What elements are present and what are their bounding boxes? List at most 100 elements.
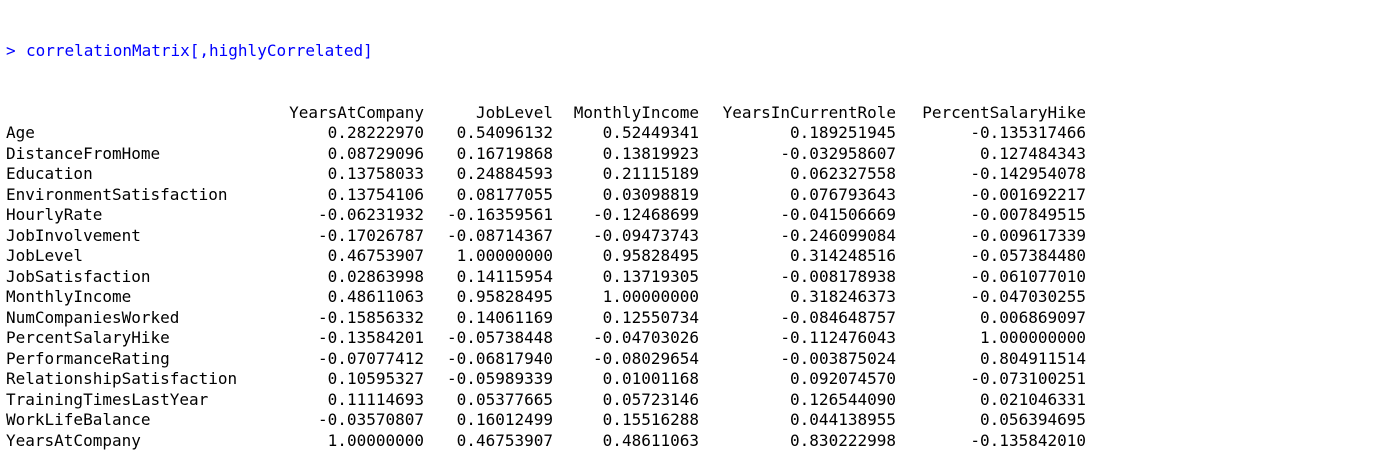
correlation-value: 0.08177055 (456, 184, 553, 204)
console-prompt: > (6, 41, 16, 60)
column-header: MonthlyIncome (573, 102, 699, 122)
table-row: PercentSalaryHike -0.13584201 -0.05738448 -… (6, 328, 1086, 349)
correlation-value: 0.15516288 (602, 410, 699, 429)
row-name: PerformanceRating (6, 348, 170, 368)
correlation-value: 0.02863998 (327, 266, 424, 286)
row-name: PercentSalaryHike (6, 328, 170, 347)
table-row: TrainingTimesLastYear 0.11114693 0.0537766… (6, 390, 1086, 411)
correlation-value: 1.00000000 (327, 430, 424, 450)
correlation-value: 0.05377665 (456, 389, 553, 409)
correlation-value: 0.056394695 (980, 410, 1086, 429)
correlation-value: -0.135317466 (970, 123, 1086, 142)
correlation-value: -0.17026787 (318, 225, 424, 245)
correlation-value: 0.092074570 (790, 369, 896, 388)
row-name: Age (6, 123, 35, 142)
correlation-value: -0.05989339 (447, 369, 553, 388)
correlation-value: 0.95828495 (456, 287, 553, 306)
row-name: JobLevel (6, 246, 84, 265)
correlation-value: -0.142954078 (970, 164, 1086, 183)
row-name: JobSatisfaction (6, 266, 151, 286)
correlation-value: 0.126544090 (790, 389, 896, 409)
row-name: HourlyRate (6, 205, 103, 224)
correlation-value: -0.08714367 (447, 225, 553, 245)
correlation-value: -0.246099084 (780, 225, 896, 245)
column-header: YearsAtCompany (289, 102, 424, 122)
table-row: JobLevel 0.46753907 1.00000000 0.95828495 0.… (6, 246, 1086, 267)
correlation-value: 0.830222998 (790, 430, 896, 450)
table-row: WorkLifeBalance -0.03570807 0.16012499 0.15… (6, 410, 1086, 431)
correlation-value: -0.061077010 (970, 266, 1086, 286)
correlation-value: -0.05738448 (447, 328, 553, 347)
correlation-value: -0.04703026 (593, 328, 699, 347)
table-row: YearsAtCompany 1.00000000 0.46753907 0.4861… (6, 431, 1086, 450)
correlation-value: 0.03098819 (602, 184, 699, 204)
correlation-value: -0.008178938 (780, 266, 896, 286)
correlation-value: 1.000000000 (980, 328, 1086, 347)
correlation-value: -0.073100251 (970, 369, 1086, 388)
correlation-value: 0.318246373 (790, 287, 896, 306)
command-text: correlationMatrix[,highlyCorrelated] (26, 41, 373, 60)
correlation-value: 0.48611063 (327, 287, 424, 306)
table-row: NumCompaniesWorked -0.15856332 0.14061169 0… (6, 308, 1086, 329)
matrix-corner-cell (6, 103, 268, 124)
correlation-value: 0.16012499 (456, 410, 553, 429)
correlation-value: 0.48611063 (602, 430, 699, 450)
correlation-value: -0.13584201 (318, 328, 424, 347)
correlation-value: -0.084648757 (780, 307, 896, 327)
correlation-value: -0.047030255 (970, 287, 1086, 306)
correlation-value: -0.08029654 (593, 348, 699, 368)
table-row: HourlyRate -0.06231932 -0.16359561 -0.12468… (6, 205, 1086, 226)
correlation-value: -0.003875024 (780, 348, 896, 368)
correlation-value: 0.28222970 (327, 123, 424, 142)
correlation-value: -0.001692217 (970, 184, 1086, 204)
correlation-value: 1.00000000 (602, 287, 699, 306)
correlation-value: 0.95828495 (602, 246, 699, 265)
correlation-value: -0.06817940 (447, 348, 553, 368)
correlation-value: 0.14115954 (456, 266, 553, 286)
correlation-value: 0.14061169 (456, 307, 553, 327)
correlation-value: -0.03570807 (318, 410, 424, 429)
row-name: EnvironmentSatisfaction (6, 184, 228, 204)
correlation-value: 1.00000000 (456, 246, 553, 265)
row-name: DistanceFromHome (6, 143, 161, 163)
table-row: EnvironmentSatisfaction 0.13754106 0.08177… (6, 185, 1086, 206)
row-name: MonthlyIncome (6, 287, 132, 306)
correlation-value: 0.044138955 (790, 410, 896, 429)
correlation-value: 0.804911514 (980, 348, 1086, 368)
correlation-value: 0.006869097 (980, 307, 1086, 327)
correlation-value: 0.08729096 (327, 143, 424, 163)
correlation-value: 0.05723146 (602, 389, 699, 409)
correlation-value: -0.041506669 (780, 205, 896, 224)
matrix-header-row: YearsAtCompany JobLevel MonthlyIncome Ye… (6, 103, 1086, 124)
correlation-value: -0.16359561 (447, 205, 553, 224)
column-header: YearsInCurrentRole (722, 102, 896, 122)
correlation-value: -0.15856332 (318, 307, 424, 327)
correlation-value: 0.46753907 (456, 430, 553, 450)
command-line: > correlationMatrix[,highlyCorrelated] (6, 41, 1400, 62)
column-header: PercentSalaryHike (922, 102, 1086, 122)
correlation-value: 0.12550734 (602, 307, 699, 327)
table-row: DistanceFromHome 0.08729096 0.16719868 0.13… (6, 144, 1086, 165)
correlation-value: 0.127484343 (980, 143, 1086, 163)
correlation-value: -0.07077412 (318, 348, 424, 368)
row-name: NumCompaniesWorked (6, 307, 180, 327)
correlation-value: 0.13819923 (602, 143, 699, 163)
row-name: RelationshipSatisfaction (6, 369, 238, 388)
table-row: RelationshipSatisfaction 0.10595327 -0.059… (6, 369, 1086, 390)
correlation-matrix-table: YearsAtCompany JobLevel MonthlyIncome Ye… (6, 103, 1086, 450)
correlation-value: 0.021046331 (980, 389, 1086, 409)
table-row: JobSatisfaction 0.02863998 0.14115954 0.137… (6, 267, 1086, 288)
correlation-value: -0.057384480 (970, 246, 1086, 265)
matrix-body: Age 0.28222970 0.54096132 0.52449341 0.18925… (6, 123, 1086, 450)
correlation-value: 0.10595327 (327, 369, 424, 388)
table-row: MonthlyIncome 0.48611063 0.95828495 1.00000… (6, 287, 1086, 308)
correlation-value: 0.21115189 (602, 164, 699, 183)
correlation-value: -0.09473743 (593, 225, 699, 245)
correlation-value: 0.13719305 (602, 266, 699, 286)
correlation-value: -0.12468699 (593, 205, 699, 224)
correlation-value: 0.52449341 (602, 123, 699, 142)
correlation-value: -0.032958607 (780, 143, 896, 163)
correlation-value: 0.11114693 (327, 389, 424, 409)
correlation-value: -0.135842010 (970, 430, 1086, 450)
